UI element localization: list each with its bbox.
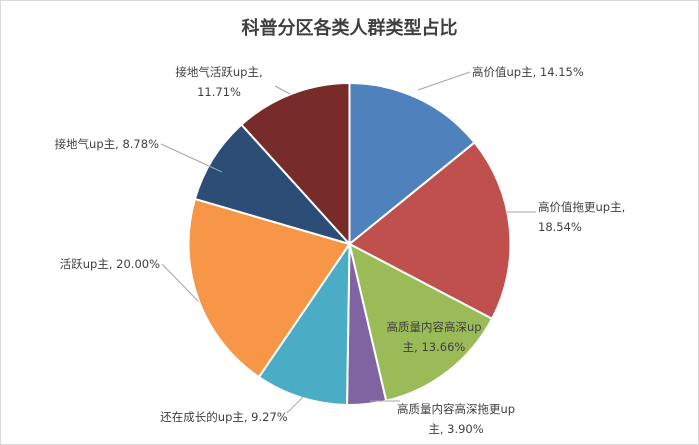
pie-slice <box>257 240 351 406</box>
leader-line <box>417 71 471 91</box>
data-label: 高价值拖更up主, 18.54% <box>538 200 625 234</box>
data-label: 高价值up主, 14.15% <box>472 65 584 79</box>
data-label: 接地气活跃up主, 11.71% <box>175 65 262 99</box>
data-label: 高质量内容高深拖更up 主, 3.90% <box>397 402 515 436</box>
data-label: 高质量内容高深up 主, 13.66% <box>386 320 481 354</box>
pie-slice <box>240 81 351 247</box>
data-label: 还在成长的up主, 9.27% <box>160 410 288 424</box>
data-label: 接地气up主, 8.78% <box>55 137 160 151</box>
leader-line <box>286 396 304 414</box>
chart-title: 科普分区各类人群类型占比 <box>241 18 458 39</box>
leader-line <box>160 143 223 173</box>
pie-slice <box>348 81 476 247</box>
pie-slice <box>347 141 512 321</box>
data-label: 活跃up主, 20.00% <box>60 257 160 271</box>
pie-slice <box>187 197 352 379</box>
leader-line <box>274 85 291 95</box>
leader-line <box>161 263 199 302</box>
pie-slice <box>193 123 353 246</box>
pie-slice <box>348 242 494 402</box>
